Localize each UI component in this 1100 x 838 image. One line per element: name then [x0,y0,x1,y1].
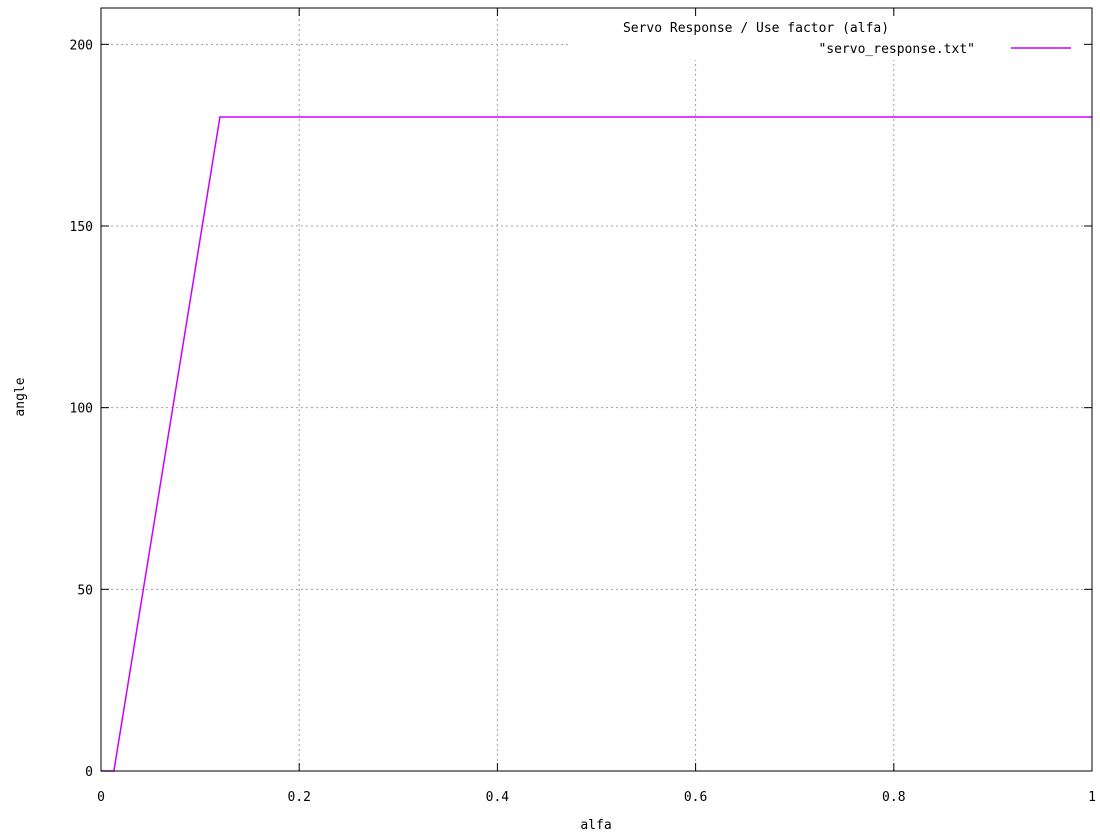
legend-background [570,12,1088,60]
ticks: 0 0.2 0.4 0.6 0.8 1 0 50 100 150 200 [70,8,1096,805]
series-line [101,116,1092,772]
series-layer [101,116,1092,772]
x-axis-label: alfa [580,818,611,833]
x-tick-label: 0.2 [287,790,310,805]
x-tick-label: 0.4 [486,790,510,805]
x-tick-label: 1 [1088,790,1096,805]
x-tick-label: 0 [97,790,105,805]
y-axis-label: angle [13,377,28,416]
y-tick-label: 100 [70,402,93,417]
plot-border [100,7,1093,772]
y-tick-label: 50 [77,583,93,598]
grid [101,8,1092,771]
y-tick-label: 200 [70,38,93,53]
legend-entry-label: "servo_response.txt" [818,42,975,57]
plot-frame [100,7,1093,772]
chart-title: Servo Response / Use factor (alfa) [623,21,889,36]
x-tick-label: 0.8 [882,790,905,805]
y-tick-label: 0 [85,765,93,780]
y-tick-label: 150 [70,220,93,235]
x-tick-label: 0.6 [684,790,707,805]
